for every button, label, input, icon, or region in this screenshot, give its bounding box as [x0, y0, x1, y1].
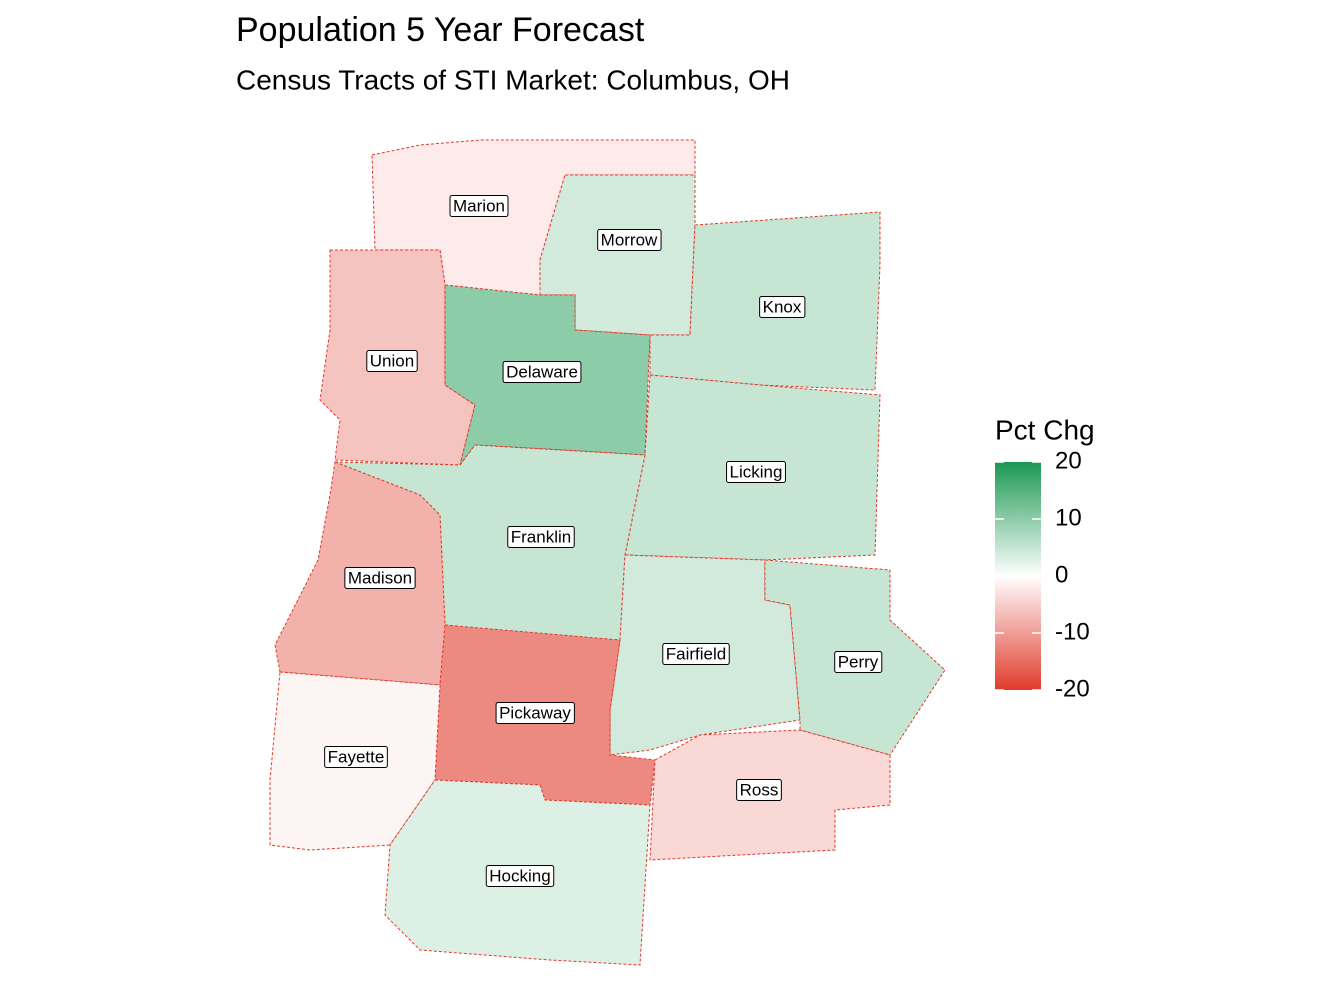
- county-label-box: [597, 228, 662, 251]
- county-label-box: [662, 642, 730, 665]
- county-label: Perry: [838, 652, 879, 671]
- region-labels: Marion Morrow Knox Union Delaware Licking Fran…: [324, 194, 883, 887]
- county-label: Pickaway: [499, 703, 571, 722]
- county-label: Union: [370, 351, 414, 370]
- county-area: [371, 139, 696, 296]
- legend-tick-label: -10: [1055, 618, 1090, 645]
- county-label: Licking: [730, 462, 783, 481]
- county-label-box: [344, 566, 416, 589]
- legend-tick-label: 10: [1055, 504, 1082, 531]
- chart-subtitle: Census Tracts of STI Market: Columbus, O…: [236, 64, 790, 95]
- county-label: Hocking: [489, 866, 550, 885]
- county-label-box: [726, 460, 786, 483]
- county-label: Fayette: [328, 747, 385, 766]
- county-label: Morrow: [601, 230, 658, 249]
- chart-title: Population 5 Year Forecast: [236, 11, 645, 49]
- county-label-box: [485, 864, 555, 887]
- county-label-box: [449, 194, 509, 217]
- county-label: Knox: [763, 297, 802, 316]
- county-label: Ross: [740, 780, 779, 799]
- county-label-box: [834, 650, 883, 673]
- county-label: Fairfield: [666, 644, 726, 663]
- legend: 20 10 0 -10 -20: [995, 447, 1090, 702]
- county-label-box: [502, 360, 582, 383]
- legend-tick-label: 20: [1055, 447, 1082, 474]
- county-label-box: [366, 349, 418, 372]
- county-label: Madison: [348, 568, 412, 587]
- county-label-box: [759, 295, 806, 318]
- county-label-box: [324, 745, 388, 768]
- county-label-box: [495, 701, 575, 724]
- county-label-box: [736, 778, 782, 801]
- legend-title: Pct Chg: [995, 414, 1095, 445]
- county-label: Franklin: [511, 527, 571, 546]
- legend-tick-label: 0: [1055, 561, 1068, 588]
- county-label-box: [507, 525, 575, 548]
- legend-tick-label: -20: [1055, 675, 1090, 702]
- regions: [269, 139, 946, 966]
- county-label: Delaware: [506, 362, 578, 381]
- county-label: Marion: [453, 196, 505, 215]
